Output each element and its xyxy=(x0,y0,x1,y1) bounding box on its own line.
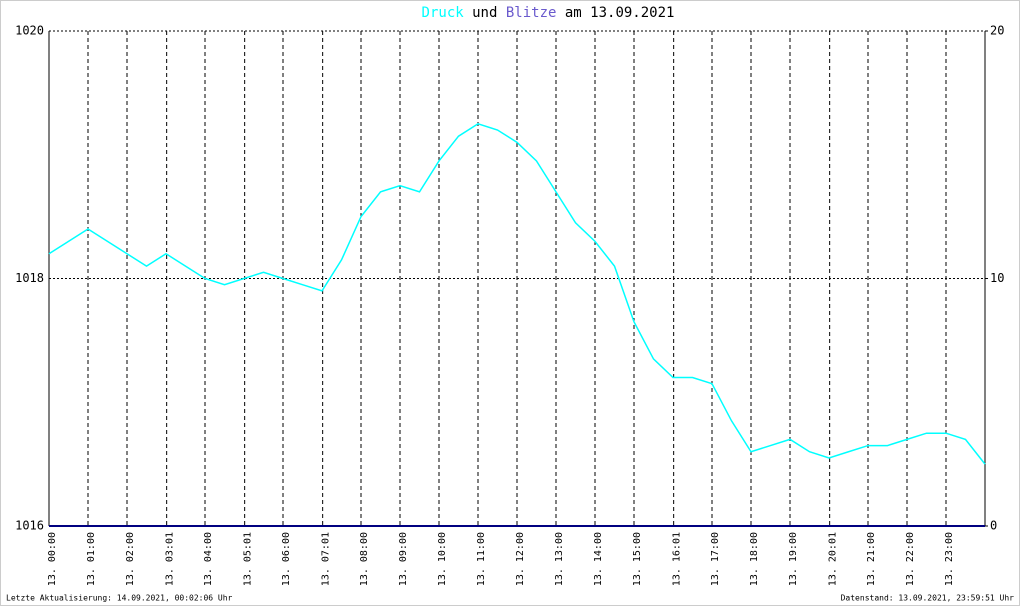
x-tick-label: 13. 06:00 xyxy=(281,532,292,586)
x-tick-label: 13. 00:00 xyxy=(47,532,58,586)
x-tick-label: 13. 09:00 xyxy=(398,532,409,586)
x-tick-label: 13. 11:00 xyxy=(476,532,487,586)
x-tick-label: 13. 22:00 xyxy=(905,532,916,586)
x-tick-label: 13. 15:00 xyxy=(632,532,643,586)
title-text: und xyxy=(472,5,497,21)
title-text: am 13.09.2021 xyxy=(565,5,675,21)
x-tick-label: 13. 12:00 xyxy=(515,532,526,586)
x-tick-label: 13. 07:01 xyxy=(321,532,332,586)
chart-title: Druck und Blitze am 13.09.2021 xyxy=(422,5,675,21)
y-tick-label: 1016 xyxy=(15,519,44,533)
title-series: Blitze xyxy=(506,5,557,21)
x-tick-label: 13. 05:01 xyxy=(243,532,254,586)
x-tick-label: 13. 20:01 xyxy=(828,532,839,586)
y-tick-label: 1018 xyxy=(15,271,44,285)
x-tick-label: 13. 04:00 xyxy=(203,532,214,586)
x-tick-label: 13. 02:00 xyxy=(125,532,136,586)
x-tick-label: 13. 18:00 xyxy=(749,532,760,586)
y2-tick-label: 20 xyxy=(990,24,1004,38)
series-line xyxy=(48,122,986,465)
y2-tick-label: 10 xyxy=(990,271,1004,285)
x-tick-label: 13. 21:00 xyxy=(866,532,877,586)
x-tick-label: 13. 19:00 xyxy=(788,532,799,586)
x-tick-label: 13. 10:00 xyxy=(437,532,448,586)
x-tick-label: 13. 16:01 xyxy=(672,532,683,586)
y2-tick-label: 0 xyxy=(990,519,997,533)
y-tick-label: 1020 xyxy=(15,24,44,38)
footer-right: Datenstand: 13.09.2021, 23:59:51 Uhr xyxy=(841,594,1015,603)
x-tick-label: 13. 23:00 xyxy=(944,532,955,586)
x-tick-label: 13. 17:00 xyxy=(710,532,721,586)
x-tick-label: 13. 14:00 xyxy=(593,532,604,586)
x-tick-label: 13. 13:00 xyxy=(554,532,565,586)
x-tick-label: 13. 08:00 xyxy=(359,532,370,586)
x-tick-label: 13. 01:00 xyxy=(86,532,97,586)
x-tick-label: 13. 03:01 xyxy=(165,532,176,586)
footer-left: Letzte Aktualisierung: 14.09.2021, 00:02… xyxy=(6,594,233,603)
title-series: Druck xyxy=(422,5,465,21)
